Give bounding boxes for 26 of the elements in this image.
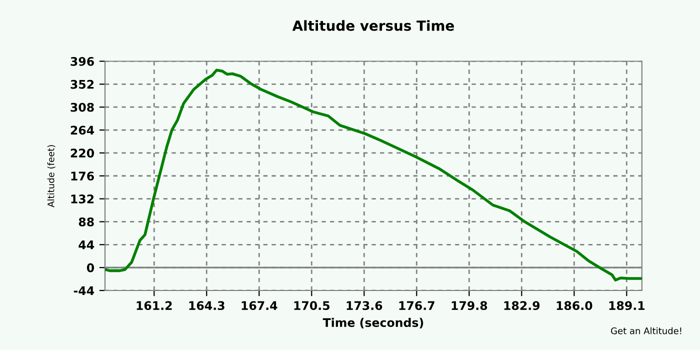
x-tick-label: 179.8 (452, 301, 488, 310)
x-tick-label: 186.0 (556, 301, 592, 310)
x-tick-label: 176.7 (399, 301, 434, 310)
x-tick-label: 161.2 (136, 301, 172, 310)
y-tick-label: 132 (71, 194, 94, 204)
chart-title: Altitude versus Time (292, 20, 454, 31)
x-tick-label: 164.3 (189, 301, 224, 310)
y-tick-label: 352 (70, 80, 94, 89)
x-axis-title: Time (seconds) (322, 318, 424, 328)
x-tick-label: 173.6 (346, 301, 382, 310)
y-tick-label: 308 (70, 102, 94, 112)
y-tick-label: 176 (71, 172, 94, 181)
x-tick-label: 182.9 (504, 301, 540, 310)
x-tick-label: 170.5 (294, 301, 330, 310)
line-series (105, 68, 642, 282)
x-tick-label: 189.1 (609, 301, 645, 310)
y-tick-label: 44 (78, 240, 94, 250)
text: Get an Altitude! (611, 327, 682, 334)
y-tick-label: 396 (70, 56, 94, 66)
y-tick-label: 264 (70, 126, 94, 135)
x-tick-label: 167.4 (242, 301, 278, 310)
y-tick-label: -44 (74, 286, 94, 295)
y-axis-title: Altitude (feet) (47, 145, 56, 208)
y-tick-label: 88 (78, 217, 94, 226)
y-tick-label: 0 (86, 263, 94, 272)
y-tick-label: 220 (70, 148, 94, 158)
